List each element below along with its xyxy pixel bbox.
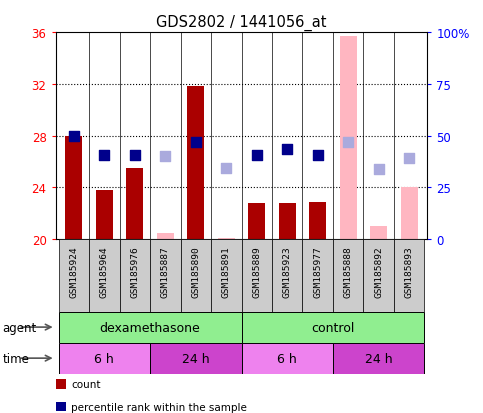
Bar [58, 343, 150, 374]
Point [375, 166, 383, 173]
Bar [302, 240, 333, 312]
Bar [394, 240, 425, 312]
Bar [211, 240, 242, 312]
Point [314, 152, 322, 159]
Text: GSM185976: GSM185976 [130, 245, 139, 297]
Bar [370, 227, 387, 240]
Point [222, 165, 230, 172]
Bar [333, 240, 363, 312]
Bar [401, 188, 417, 240]
Text: GSM185892: GSM185892 [374, 245, 383, 297]
Text: dexamethasone: dexamethasone [99, 321, 200, 334]
Bar [242, 312, 425, 343]
Bar [120, 240, 150, 312]
Text: GSM185888: GSM185888 [344, 245, 353, 297]
Bar [127, 169, 143, 240]
Text: 24 h: 24 h [365, 352, 393, 365]
Point [284, 146, 291, 152]
Point [253, 152, 261, 159]
Point [192, 140, 199, 146]
Text: GDS2802 / 1441056_at: GDS2802 / 1441056_at [156, 14, 327, 31]
Bar [58, 240, 89, 312]
Text: 6 h: 6 h [95, 352, 114, 365]
Text: 6 h: 6 h [277, 352, 297, 365]
Text: GSM185977: GSM185977 [313, 245, 322, 297]
Text: GSM185893: GSM185893 [405, 245, 413, 297]
Point [405, 155, 413, 161]
Text: GSM185889: GSM185889 [252, 245, 261, 297]
Point [161, 154, 169, 160]
Bar [96, 190, 113, 240]
Bar [157, 233, 174, 240]
Text: GSM185887: GSM185887 [161, 245, 170, 297]
Text: agent: agent [2, 321, 37, 334]
Text: GSM185923: GSM185923 [283, 245, 292, 297]
Bar [272, 240, 302, 312]
Bar [333, 343, 425, 374]
Text: GSM185924: GSM185924 [70, 245, 78, 297]
Bar [150, 343, 242, 374]
Bar [150, 240, 181, 312]
Text: GSM185890: GSM185890 [191, 245, 200, 297]
Bar [309, 202, 326, 240]
Point [344, 140, 352, 146]
Bar [248, 204, 265, 240]
Bar [340, 37, 356, 240]
Bar [187, 87, 204, 240]
Text: count: count [71, 379, 100, 389]
Text: percentile rank within the sample: percentile rank within the sample [71, 402, 247, 412]
Text: control: control [311, 321, 355, 334]
Bar [363, 240, 394, 312]
Bar [58, 312, 242, 343]
Bar [218, 238, 235, 240]
Text: GSM185964: GSM185964 [100, 245, 109, 297]
Point [131, 152, 139, 159]
Bar [279, 204, 296, 240]
Bar [66, 136, 82, 240]
Point [70, 133, 78, 140]
Text: GSM185891: GSM185891 [222, 245, 231, 297]
Bar [242, 240, 272, 312]
Text: 24 h: 24 h [182, 352, 210, 365]
Bar [181, 240, 211, 312]
Bar [89, 240, 120, 312]
Point [100, 152, 108, 159]
Text: time: time [2, 352, 29, 365]
Bar [242, 343, 333, 374]
